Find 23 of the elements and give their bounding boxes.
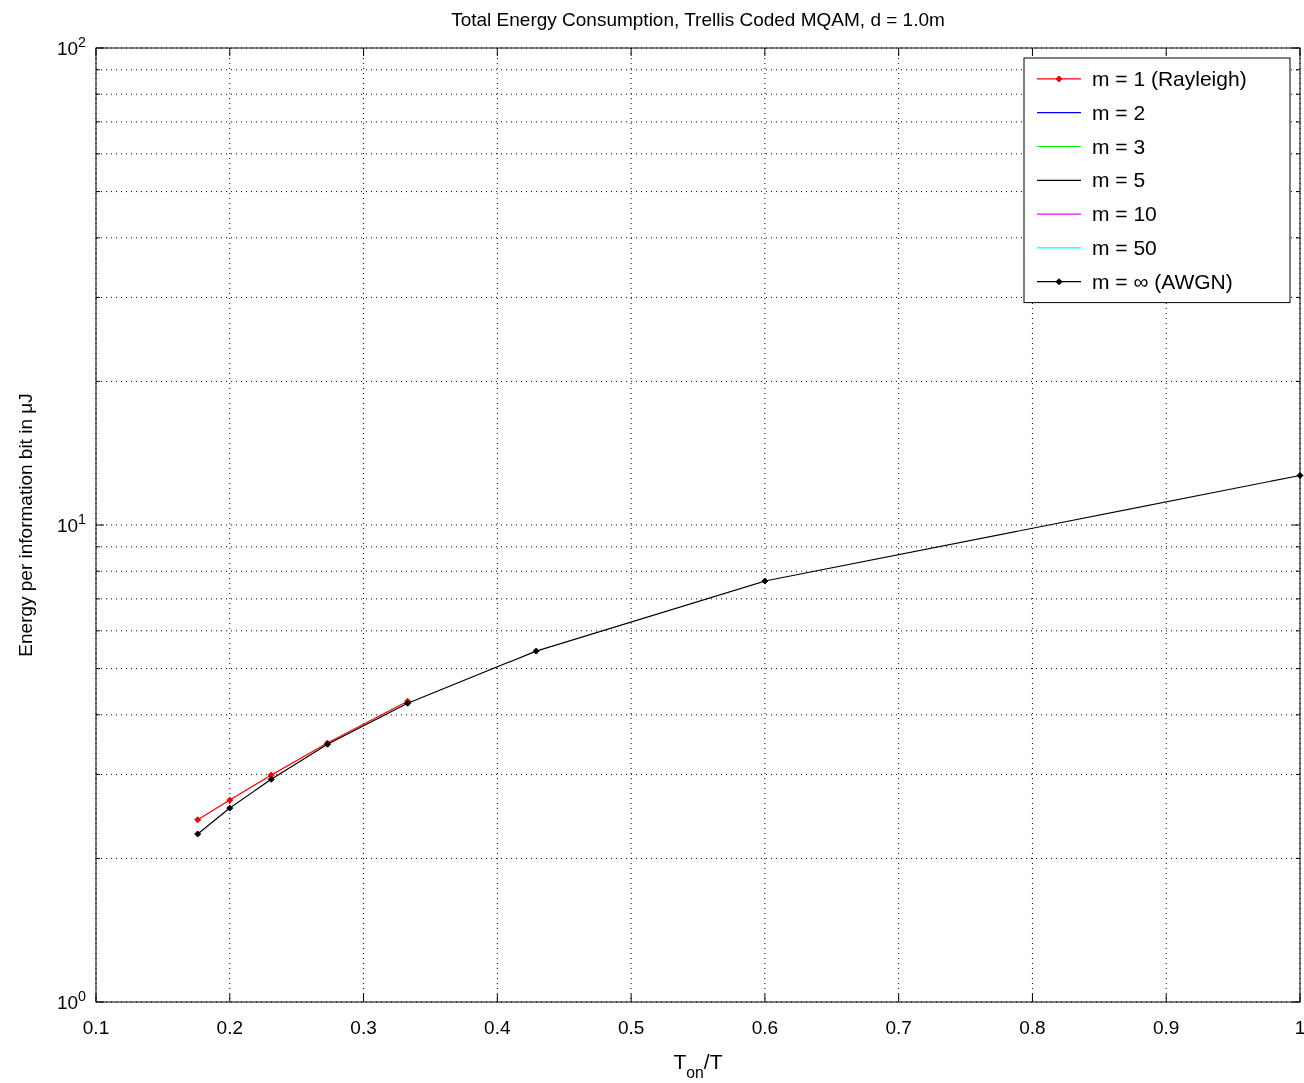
x-tick-label: 0.7 — [885, 1017, 912, 1038]
x-tick-label: 0.6 — [751, 1017, 779, 1038]
x-tick-label: 1 — [1294, 1017, 1304, 1038]
y-tick-label: 10$^{0}$ — [56, 988, 87, 1013]
legend-label: m = 50 — [1092, 235, 1157, 259]
chart-title: Total Energy Consumption, Trellis Coded MQAM, d = 1.0m — [451, 9, 945, 30]
x-tick-label: 0.3 — [350, 1017, 377, 1038]
x-tick-label: 0.4 — [484, 1017, 511, 1038]
legend-label: m = 10 — [1092, 202, 1157, 226]
x-tick-label: 0.2 — [216, 1017, 243, 1038]
x-tick-label: 0.8 — [1019, 1017, 1046, 1038]
x-tick-label: 0.1 — [82, 1017, 110, 1038]
x-tick-label: 0.9 — [1153, 1017, 1180, 1038]
y-tick-label: 10$^{2}$ — [56, 34, 87, 59]
legend-label: m = 2 — [1092, 100, 1146, 124]
y-tick-label: 10$^{1}$ — [56, 511, 87, 536]
x-tick-label: 0.5 — [617, 1017, 645, 1038]
legend-label: m = ∞ (AWGN) — [1092, 269, 1233, 293]
legend-label: m = 5 — [1092, 168, 1146, 192]
legend-label: m = 1 (Rayleigh) — [1092, 66, 1247, 90]
y-axis-title: Energy per information bit in μJ — [15, 393, 36, 657]
x-axis-title: T$_{on}$/T — [673, 1050, 723, 1081]
legend-label: m = 3 — [1092, 134, 1146, 158]
